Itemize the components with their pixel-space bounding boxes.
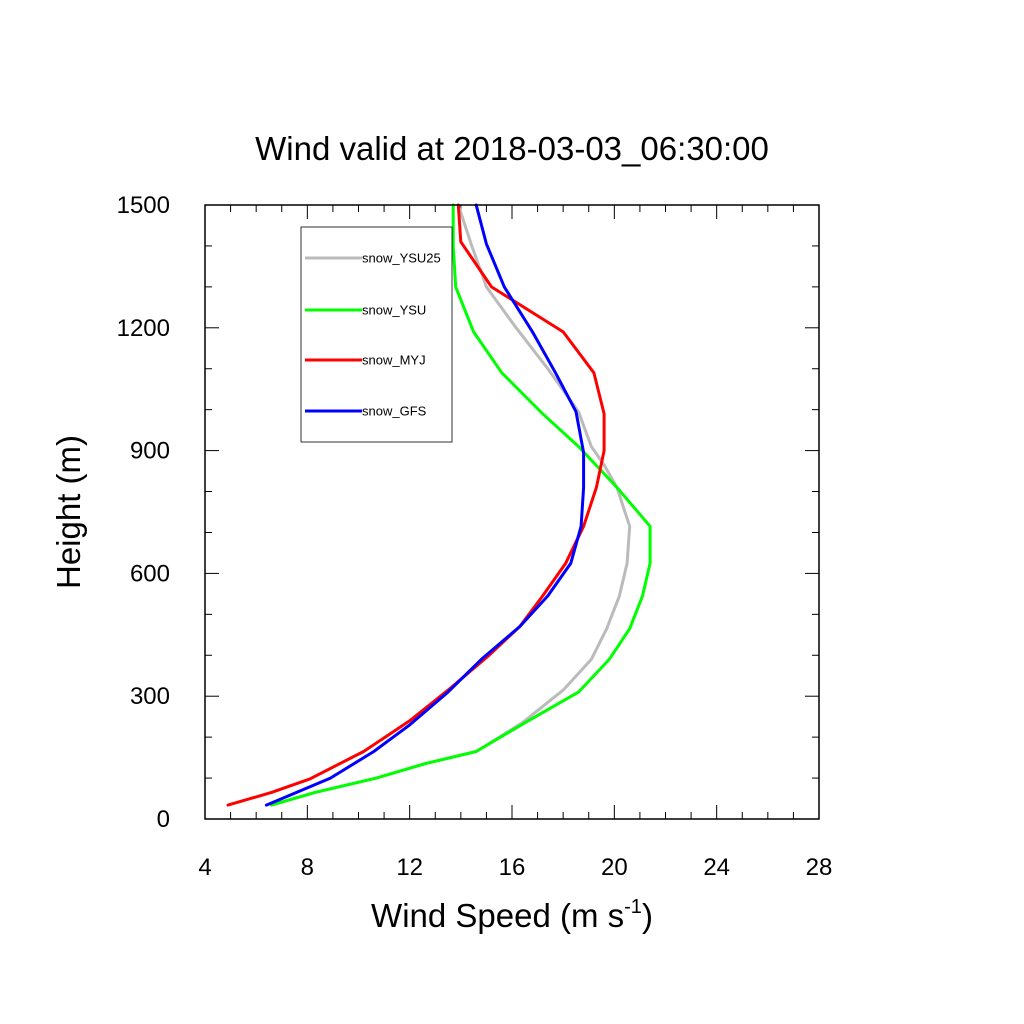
x-tick-label: 28 [806, 854, 833, 881]
chart-title: Wind valid at 2018-03-03_06:30:00 [255, 130, 769, 167]
plot-frame [204, 204, 820, 820]
x-tick-labels: 4 8 12 16 20 24 28 [198, 854, 832, 881]
axis-ticks [204, 204, 820, 820]
legend-box [300, 226, 453, 443]
legend-label: snow_GFS [362, 404, 427, 419]
x-axis-label: Wind Speed (m s-1) [371, 896, 653, 934]
x-axis-label-superscript: -1 [624, 896, 642, 918]
x-tick-label: 24 [703, 854, 730, 881]
series-lines [226, 203, 652, 807]
y-axis-label: Height (m) [50, 435, 87, 589]
y-tick-label: 300 [130, 683, 170, 710]
series-line-snow_YSU [270, 203, 652, 807]
x-tick-label: 4 [198, 854, 211, 881]
x-tick-label: 20 [601, 854, 628, 881]
x-axis-label-suffix: ) [642, 897, 653, 934]
y-tick-label: 600 [130, 560, 170, 587]
y-tick-label: 0 [157, 806, 170, 833]
y-tick-label: 1200 [117, 315, 170, 342]
y-tick-labels: 0 300 600 900 1200 1500 [117, 192, 170, 833]
series-line-snow_GFS [264, 203, 586, 807]
y-tick-label: 900 [130, 438, 170, 465]
y-tick-label: 1500 [117, 192, 170, 219]
legend: snow_YSU25 snow_YSU snow_MYJ snow_GFS [300, 226, 453, 443]
x-tick-label: 12 [396, 854, 423, 881]
x-tick-label: 16 [499, 854, 526, 881]
legend-label: snow_YSU [362, 303, 426, 318]
legend-label: snow_YSU25 [362, 251, 441, 266]
series-line-snow_MYJ [226, 203, 606, 807]
legend-label: snow_MYJ [362, 353, 426, 368]
x-tick-label: 8 [301, 854, 314, 881]
